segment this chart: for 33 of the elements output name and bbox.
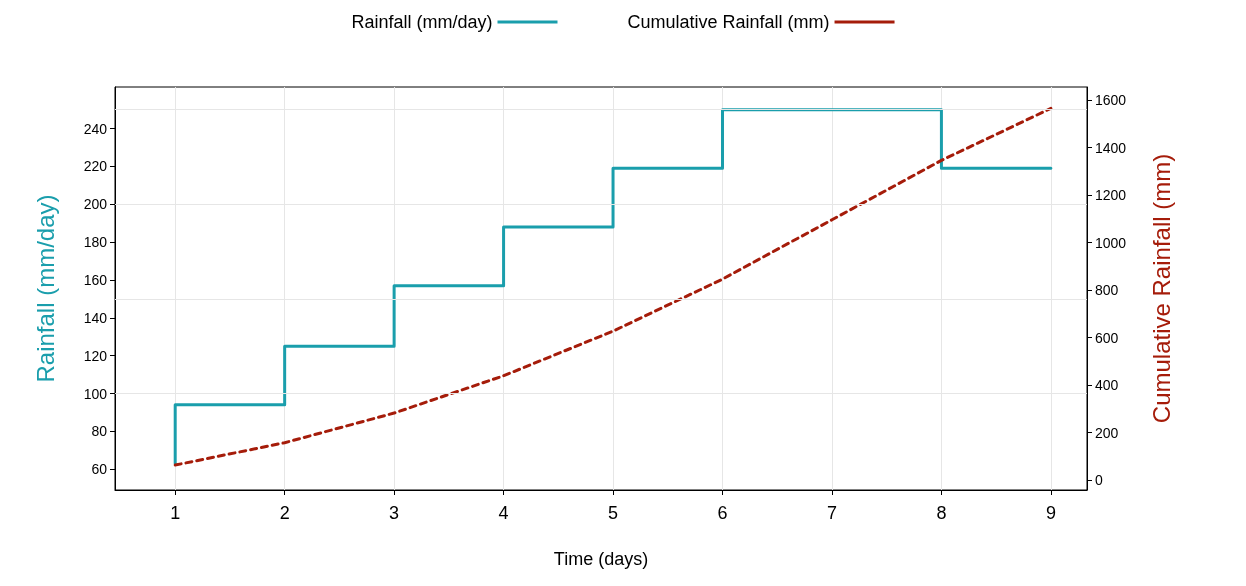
x-tick-label: 6 <box>717 503 728 523</box>
x-axis-title: Time (days) <box>553 549 649 569</box>
y-tick-label: 140 <box>83 309 108 326</box>
x-tick-label: 9 <box>1045 503 1056 523</box>
x-tick-label: 8 <box>936 503 947 523</box>
y-tick-label: 220 <box>83 158 108 175</box>
legend-label: Cumulative Rainfall (mm) <box>627 12 830 32</box>
x-tick-label: 2 <box>279 503 290 523</box>
x-tick-label: 3 <box>389 503 400 523</box>
y2-tick-label: 800 <box>1095 282 1119 299</box>
x-tick-label: 1 <box>170 503 181 523</box>
y-tick-label: 100 <box>83 385 108 402</box>
y-tick-label: 240 <box>83 120 108 137</box>
y-tick-label: 200 <box>83 196 108 213</box>
y-tick-label: 160 <box>83 271 108 288</box>
x-tick-label: 5 <box>608 503 619 523</box>
y2-tick-label: 0 <box>1095 472 1103 489</box>
y2-tick-label: 600 <box>1095 329 1119 346</box>
y2-tick-label: 1200 <box>1095 187 1127 204</box>
y-tick-label: 120 <box>83 347 108 364</box>
y2-tick-label: 1400 <box>1095 139 1127 156</box>
y-tick-label: 60 <box>91 461 108 478</box>
y-tick-label: 180 <box>83 234 108 251</box>
y2-tick-label: 1600 <box>1095 92 1127 109</box>
y-axis-title: Rainfall (mm/day) <box>31 194 59 383</box>
y2-axis-title: Cumulative Rainfall (mm) <box>1147 153 1175 424</box>
y2-tick-label: 400 <box>1095 377 1119 394</box>
y2-tick-label: 1000 <box>1095 234 1127 251</box>
y2-tick-label: 200 <box>1095 424 1119 441</box>
y-tick-label: 80 <box>91 423 108 440</box>
x-tick-label: 4 <box>498 503 509 523</box>
legend-label: Rainfall (mm/day) <box>351 12 493 32</box>
x-tick-label: 7 <box>826 503 837 523</box>
